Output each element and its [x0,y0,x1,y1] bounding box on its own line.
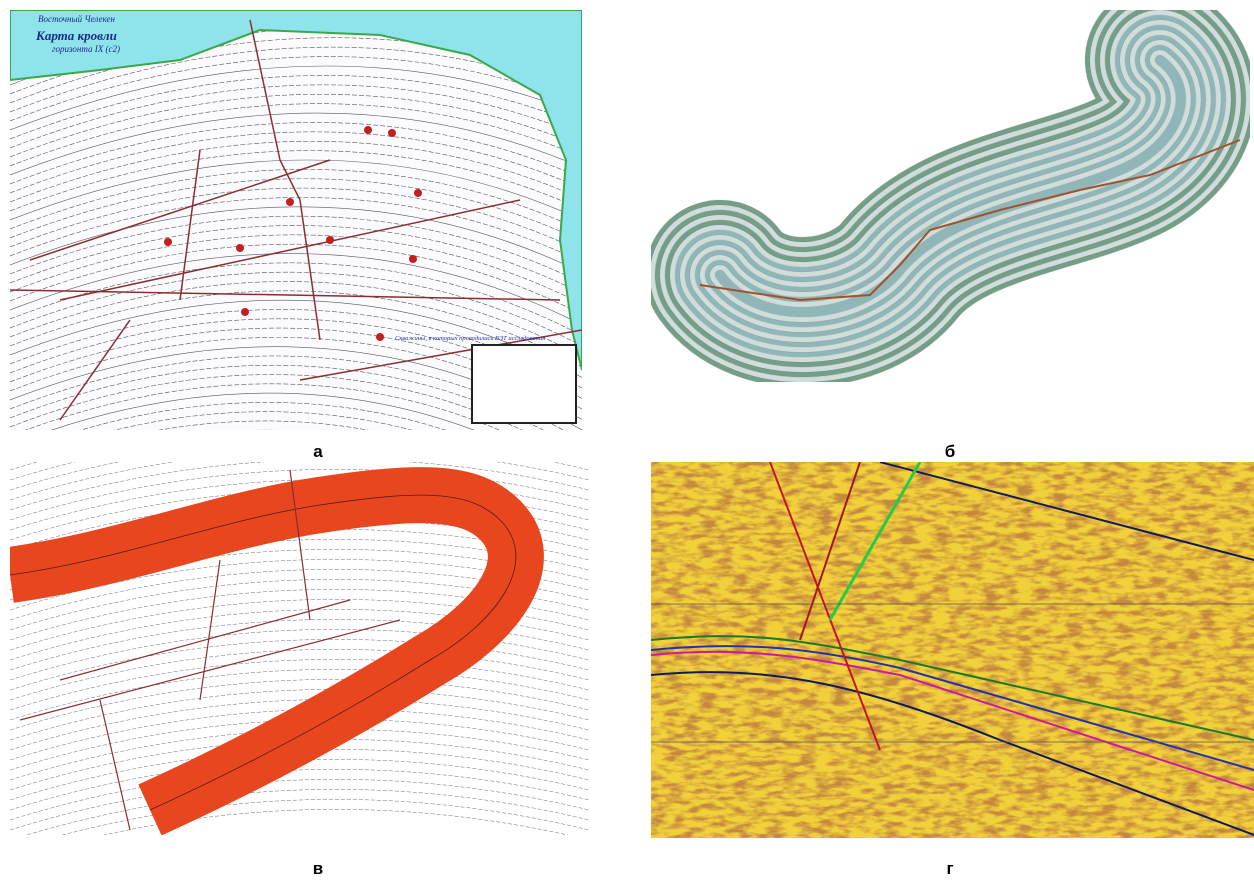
figure: Восточный Челекен Карта кровли горизонта… [0,0,1254,880]
seismic-texture [651,462,1254,838]
map-title: Восточный Челекен [38,14,115,24]
map-title: Карта кровли [35,28,117,43]
panel-label: б [945,442,956,461]
panel-label: г [946,859,953,878]
map-g [651,462,1254,838]
map-title: горизонта IX (с2) [52,44,120,54]
map-v [10,419,589,860]
panel-label: а [313,442,323,461]
legend-box [472,345,576,423]
panel-label: в [313,859,323,878]
map-note: Скважины, в которых проводились ВЭТ иссл… [395,335,545,342]
map-a: Восточный Челекен Карта кровли горизонта… [10,0,582,524]
page: Восточный Челекен Карта кровли горизонта… [0,0,1254,880]
map-b [651,10,1250,382]
